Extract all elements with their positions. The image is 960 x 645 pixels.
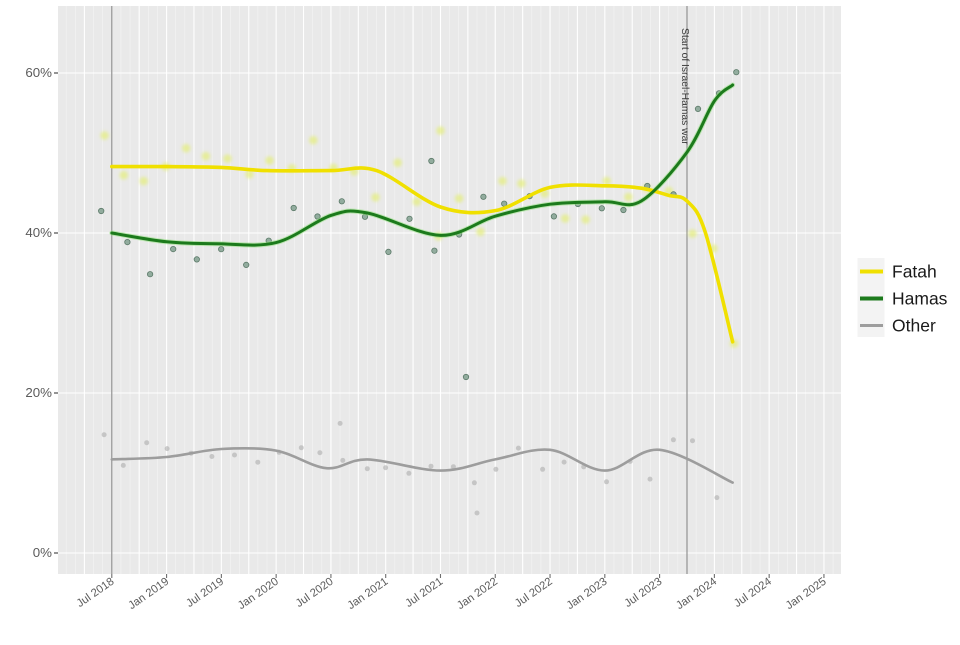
svg-text:Jan 2022: Jan 2022 — [455, 576, 500, 612]
svg-text:Jan 2025: Jan 2025 — [784, 576, 829, 612]
svg-text:Other: Other — [892, 316, 936, 336]
svg-text:Jul 2024: Jul 2024 — [732, 576, 774, 610]
svg-text:Fatah: Fatah — [892, 262, 937, 282]
svg-text:Jul 2020: Jul 2020 — [294, 576, 336, 610]
svg-text:Jul 2019: Jul 2019 — [184, 576, 226, 610]
svg-text:Jan 2024: Jan 2024 — [674, 576, 719, 612]
svg-text:20%: 20% — [25, 385, 52, 400]
svg-text:Start of Israel-Hamas war: Start of Israel-Hamas war — [679, 28, 690, 145]
svg-text:Hamas: Hamas — [892, 289, 948, 309]
svg-text:0%: 0% — [33, 545, 52, 560]
svg-text:Jul 2021: Jul 2021 — [403, 576, 445, 610]
svg-text:Jan 2019: Jan 2019 — [126, 576, 171, 612]
svg-text:Jul 2018: Jul 2018 — [75, 576, 117, 610]
svg-text:Jan 2021: Jan 2021 — [345, 576, 390, 612]
svg-text:Jul 2022: Jul 2022 — [513, 576, 555, 610]
svg-text:Jul 2023: Jul 2023 — [622, 576, 664, 610]
svg-text:Jan 2023: Jan 2023 — [565, 576, 610, 612]
svg-text:Jan 2020: Jan 2020 — [236, 576, 281, 612]
svg-text:40%: 40% — [25, 225, 52, 240]
svg-text:60%: 60% — [25, 65, 52, 80]
